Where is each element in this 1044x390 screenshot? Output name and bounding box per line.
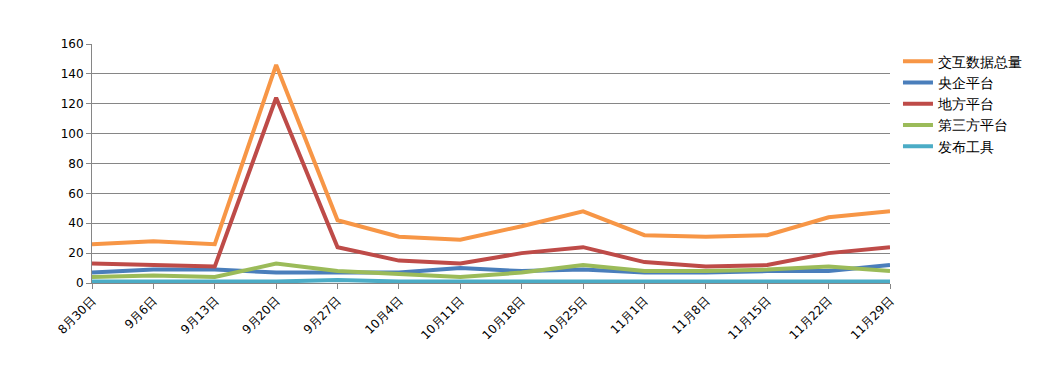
svg-text:9月6日: 9月6日 [122, 294, 160, 332]
svg-text:央企平台: 央企平台 [938, 75, 994, 91]
svg-text:0: 0 [76, 276, 84, 290]
svg-text:10月4日: 10月4日 [362, 294, 405, 337]
svg-text:9月20日: 9月20日 [239, 294, 282, 337]
svg-text:160: 160 [61, 37, 84, 51]
svg-text:11月1日: 11月1日 [608, 294, 651, 337]
svg-text:80: 80 [68, 157, 83, 171]
svg-text:9月13日: 9月13日 [178, 294, 221, 337]
svg-text:40: 40 [68, 216, 83, 230]
svg-text:发布工具: 发布工具 [938, 139, 994, 155]
svg-text:交互数据总量: 交互数据总量 [938, 54, 1022, 70]
svg-text:地方平台: 地方平台 [937, 96, 994, 112]
svg-text:11月15日: 11月15日 [725, 294, 773, 342]
svg-text:10月18日: 10月18日 [480, 294, 528, 342]
svg-text:10月25日: 10月25日 [541, 294, 589, 342]
svg-text:60: 60 [68, 187, 83, 201]
svg-text:9月27日: 9月27日 [301, 294, 344, 337]
svg-text:140: 140 [61, 67, 84, 81]
svg-text:8月30日: 8月30日 [55, 294, 98, 337]
svg-text:100: 100 [61, 127, 84, 141]
svg-text:20: 20 [68, 246, 83, 260]
svg-text:120: 120 [61, 97, 84, 111]
svg-text:11月29日: 11月29日 [848, 294, 896, 342]
svg-text:11月22日: 11月22日 [787, 294, 835, 342]
svg-text:11月8日: 11月8日 [669, 294, 712, 337]
svg-text:第三方平台: 第三方平台 [938, 117, 1008, 133]
svg-text:10月11日: 10月11日 [418, 294, 466, 342]
